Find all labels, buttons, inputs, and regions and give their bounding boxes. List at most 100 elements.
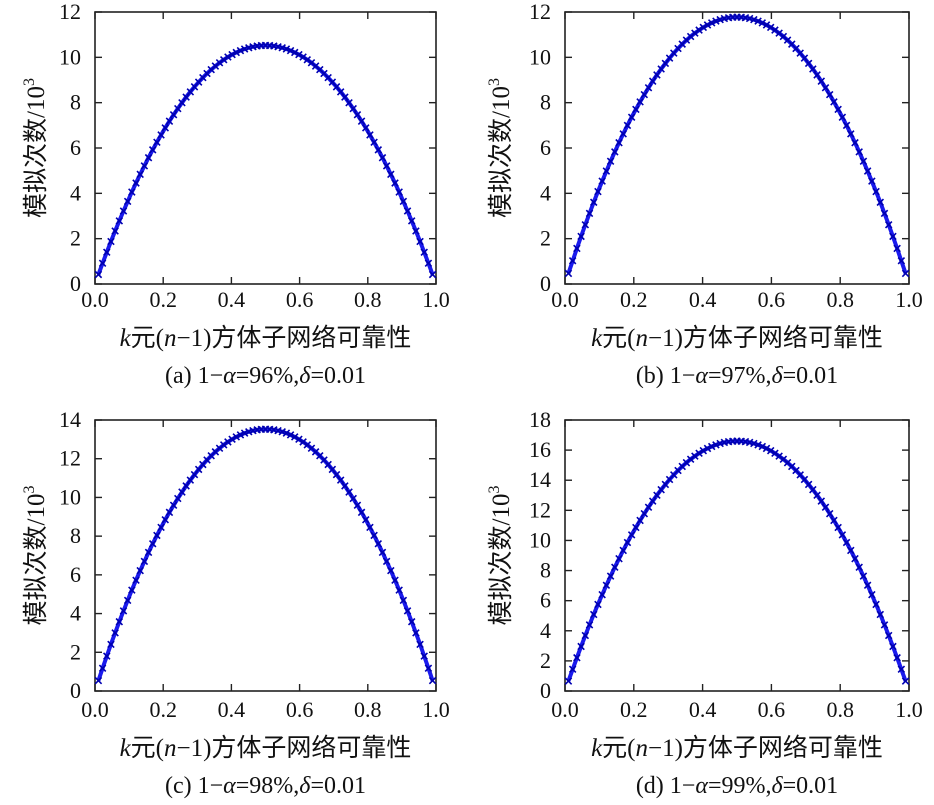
data-point [615,138,623,147]
data-point [653,491,661,499]
y-tick-label: 2 [70,639,81,664]
data-point [889,232,897,241]
y-tick-label: 2 [540,226,551,251]
data-point [809,65,817,73]
data-point [766,23,775,32]
data-point [403,607,412,615]
data-point [387,170,395,179]
data-point [771,26,779,34]
data-point [378,548,387,557]
data-point [119,607,128,615]
y-axis-label: 模拟次数/103 [486,78,515,218]
subfigure-caption: (c) 1−α=98%,δ=0.01 [165,773,366,799]
data-point [648,497,657,505]
data-point [813,71,821,79]
data-point [420,248,429,256]
data-point [374,146,383,154]
data-point [754,17,762,25]
data-point [140,162,149,170]
y-tick-label: 4 [70,601,81,626]
data-point [178,488,186,496]
y-tick-label: 10 [59,44,81,69]
data-point [215,58,224,67]
data-point [893,653,901,662]
data-point [834,105,842,114]
chart-panel: 0.0 0.2 0.4 0.6 0.8 1.0 0 2 4 6 8 10 12 14 k元(n−1)方体子网… [21,407,450,799]
y-tick-label: 2 [540,648,551,673]
data-point [382,162,391,170]
data-point [821,503,830,512]
data-point [750,15,758,24]
data-point [804,59,813,68]
data-point [219,441,228,449]
data-point [868,177,876,185]
data-point [611,563,619,572]
data-point [838,531,847,539]
data-point [98,664,107,672]
data-point [838,113,847,121]
data-point [712,17,720,25]
data-point [382,557,391,566]
data-point [370,531,378,540]
y-tick-label: 0 [70,271,81,296]
data-point [598,590,606,599]
data-point [872,187,880,196]
data-point [851,554,859,563]
data-point [115,217,124,225]
y-tick-label: 14 [529,467,551,492]
data-point [132,179,140,187]
data-point [161,124,170,132]
data-point [236,431,245,439]
data-point [880,621,889,629]
data-point [395,188,403,196]
data-point [876,610,885,619]
x-tick-label: 0.2 [620,287,648,312]
data-point [657,65,665,73]
data-point [893,244,901,253]
data-point [825,90,834,99]
data-point [132,576,140,584]
data-point [236,46,245,55]
data-point [169,110,178,119]
data-point [224,53,232,61]
data-point [391,576,399,584]
data-point [703,21,712,29]
x-tick-label: 1.0 [895,287,923,312]
data-point [357,508,366,517]
data-point [232,433,241,441]
x-tick-label: 0.2 [149,287,177,312]
data-point [157,131,165,139]
data-point [623,121,632,130]
data-point [615,554,623,563]
data-point [232,48,241,57]
data-point [361,515,370,524]
data-point [153,531,161,540]
x-tick-label: 0.0 [551,287,579,312]
data-point [821,83,830,92]
data-point [357,117,366,125]
data-point [897,665,906,674]
data-point [115,617,124,626]
data-point [366,131,374,139]
x-tick-label: 0.2 [620,697,648,722]
data-point [144,548,153,557]
y-tick-label: 10 [59,484,81,509]
data-point [859,157,868,166]
data-point [391,179,399,187]
data-point [644,503,653,512]
data-point [691,452,699,460]
data-point [174,494,182,503]
y-tick-label: 16 [529,437,551,462]
y-axis-label: 模拟次数/103 [21,486,50,626]
data-point [699,446,708,455]
data-point [240,45,249,53]
data-point [606,157,615,166]
data-point [644,83,653,92]
data-point [349,104,357,113]
y-tick-label: 6 [540,588,551,613]
data-point [140,557,149,566]
x-tick-label: 0.8 [826,697,854,722]
data-point [691,29,699,37]
data-point [416,237,424,246]
